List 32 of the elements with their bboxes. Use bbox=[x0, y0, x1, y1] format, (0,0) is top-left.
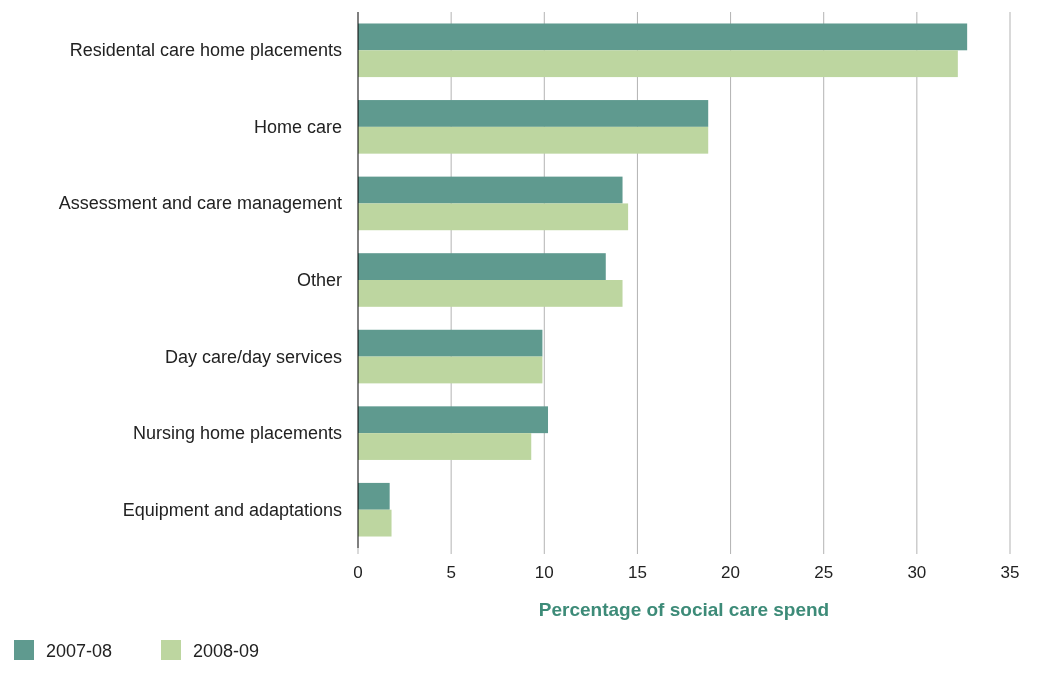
legend-label: 2007-08 bbox=[46, 641, 113, 661]
y-tick-label: Residental care home placements bbox=[69, 40, 342, 61]
bar bbox=[358, 509, 392, 537]
bar bbox=[358, 482, 390, 510]
x-tick-label: 15 bbox=[627, 563, 647, 582]
x-tick-label: 30 bbox=[907, 563, 927, 582]
bar bbox=[358, 406, 549, 434]
x-tick-label: 20 bbox=[721, 563, 741, 582]
bar bbox=[358, 356, 543, 384]
bar bbox=[358, 253, 606, 280]
y-tick-label: Nursing home placements bbox=[132, 423, 342, 444]
bar bbox=[358, 23, 968, 51]
bar bbox=[358, 280, 623, 307]
bar bbox=[358, 50, 958, 78]
x-tick-label: 35 bbox=[1000, 563, 1020, 582]
y-tick-label: Home care bbox=[253, 116, 342, 137]
y-tick-label: Equipment and adaptations bbox=[122, 499, 342, 520]
y-tick-label: Assessment and care management bbox=[58, 193, 342, 214]
bar bbox=[358, 100, 709, 127]
bar bbox=[358, 126, 709, 154]
bar bbox=[358, 176, 623, 204]
bar bbox=[358, 433, 532, 460]
bar bbox=[358, 329, 543, 357]
y-tick-label: Day care/day services bbox=[164, 346, 342, 367]
x-tick-label: 10 bbox=[534, 563, 554, 582]
y-tick-label: Other bbox=[296, 270, 342, 290]
x-tick-label: 0 bbox=[353, 563, 363, 582]
x-tick-label: 5 bbox=[446, 563, 456, 582]
legend-label: 2008-09 bbox=[193, 641, 260, 661]
x-axis-title: Percentage of social care spend bbox=[538, 599, 830, 620]
bar bbox=[358, 203, 629, 231]
x-tick-label: 25 bbox=[814, 563, 834, 582]
